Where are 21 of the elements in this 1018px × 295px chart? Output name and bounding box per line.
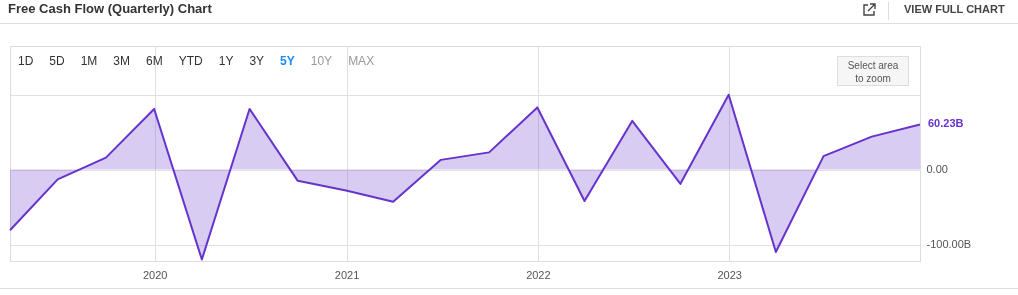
x-tick-label: 2022 [526, 268, 551, 281]
annotation: MAX [348, 54, 375, 68]
text: VIEW FULL CHART [904, 3, 1005, 15]
annotation: 1M [80, 54, 98, 68]
annotation: 10Y [310, 54, 333, 68]
chart-title: Free Cash Flow (Quarterly) Chart [8, 1, 212, 16]
y-tick-label: 0.00 [926, 163, 948, 176]
data-label: 60.23B [928, 117, 964, 130]
annotation: 5Y [280, 54, 295, 68]
annotation: YTD [178, 54, 203, 68]
x-tick-label: 2023 [717, 268, 742, 281]
annotation: 3M [113, 54, 131, 68]
annotation: 1Y [218, 54, 234, 68]
y-tick-label: -100.00B [926, 238, 972, 251]
annotation: Select area to zoom [837, 56, 909, 86]
x-tick-label: 2020 [142, 268, 168, 281]
annotation: 5D [49, 54, 65, 68]
x-tick-label: 2021 [334, 268, 360, 281]
annotation: 6M [146, 54, 163, 68]
annotation: 1D [18, 54, 34, 68]
annotation: 3Y [249, 54, 265, 68]
